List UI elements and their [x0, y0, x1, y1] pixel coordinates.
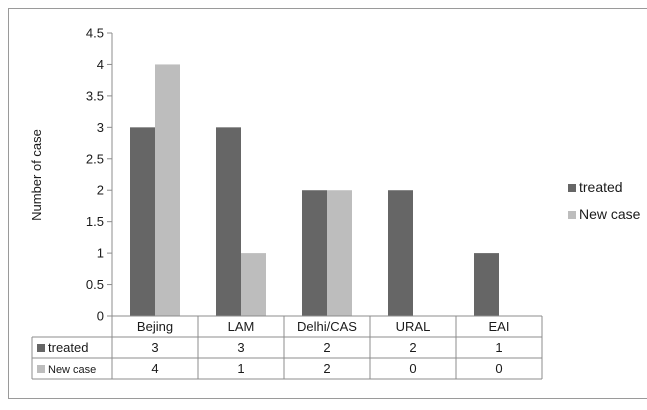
y-tick-label: 4	[97, 57, 104, 72]
table-value: 2	[409, 340, 416, 355]
bar-treated	[130, 127, 155, 316]
table-value: 1	[237, 361, 244, 376]
table-value: 3	[151, 340, 158, 355]
table-series-label: treated	[48, 340, 88, 355]
table-legend-swatch	[37, 344, 45, 352]
legend-label: treated	[579, 179, 623, 195]
y-tick-label: 2	[97, 183, 104, 198]
table-series-label: New case	[48, 364, 96, 376]
bar-treated	[216, 127, 241, 316]
y-tick-label: 4.5	[86, 26, 104, 41]
bar-new-case	[241, 253, 266, 316]
bar-treated	[388, 190, 413, 316]
table-value: 4	[151, 361, 158, 376]
y-tick-label: 3	[97, 120, 104, 135]
x-category-label: Delhi/CAS	[297, 319, 357, 334]
x-category-label: LAM	[228, 319, 255, 334]
y-tick-label: 0.5	[86, 277, 104, 292]
bar-new-case	[327, 190, 352, 316]
y-tick-label: 3.5	[86, 88, 104, 103]
table-value: 1	[495, 340, 502, 355]
y-tick-label: 1.5	[86, 214, 104, 229]
table-legend-swatch	[37, 365, 45, 373]
legend-swatch	[568, 184, 576, 192]
y-tick-label: 0	[97, 309, 104, 324]
legend-swatch	[568, 211, 576, 219]
y-tick-label: 1	[97, 246, 104, 261]
x-category-label: Bejing	[137, 319, 173, 334]
y-axis-label: Number of case	[29, 129, 44, 221]
table-value: 2	[323, 361, 330, 376]
bar-treated	[474, 253, 499, 316]
bar-treated	[302, 190, 327, 316]
table-value: 0	[495, 361, 502, 376]
table-value: 0	[409, 361, 416, 376]
table-value: 2	[323, 340, 330, 355]
legend-label: New case	[579, 206, 641, 222]
bar-new-case	[155, 64, 180, 316]
x-category-label: EAI	[489, 319, 510, 334]
table-value: 3	[237, 340, 244, 355]
x-category-label: URAL	[396, 319, 431, 334]
y-tick-label: 2.5	[86, 151, 104, 166]
